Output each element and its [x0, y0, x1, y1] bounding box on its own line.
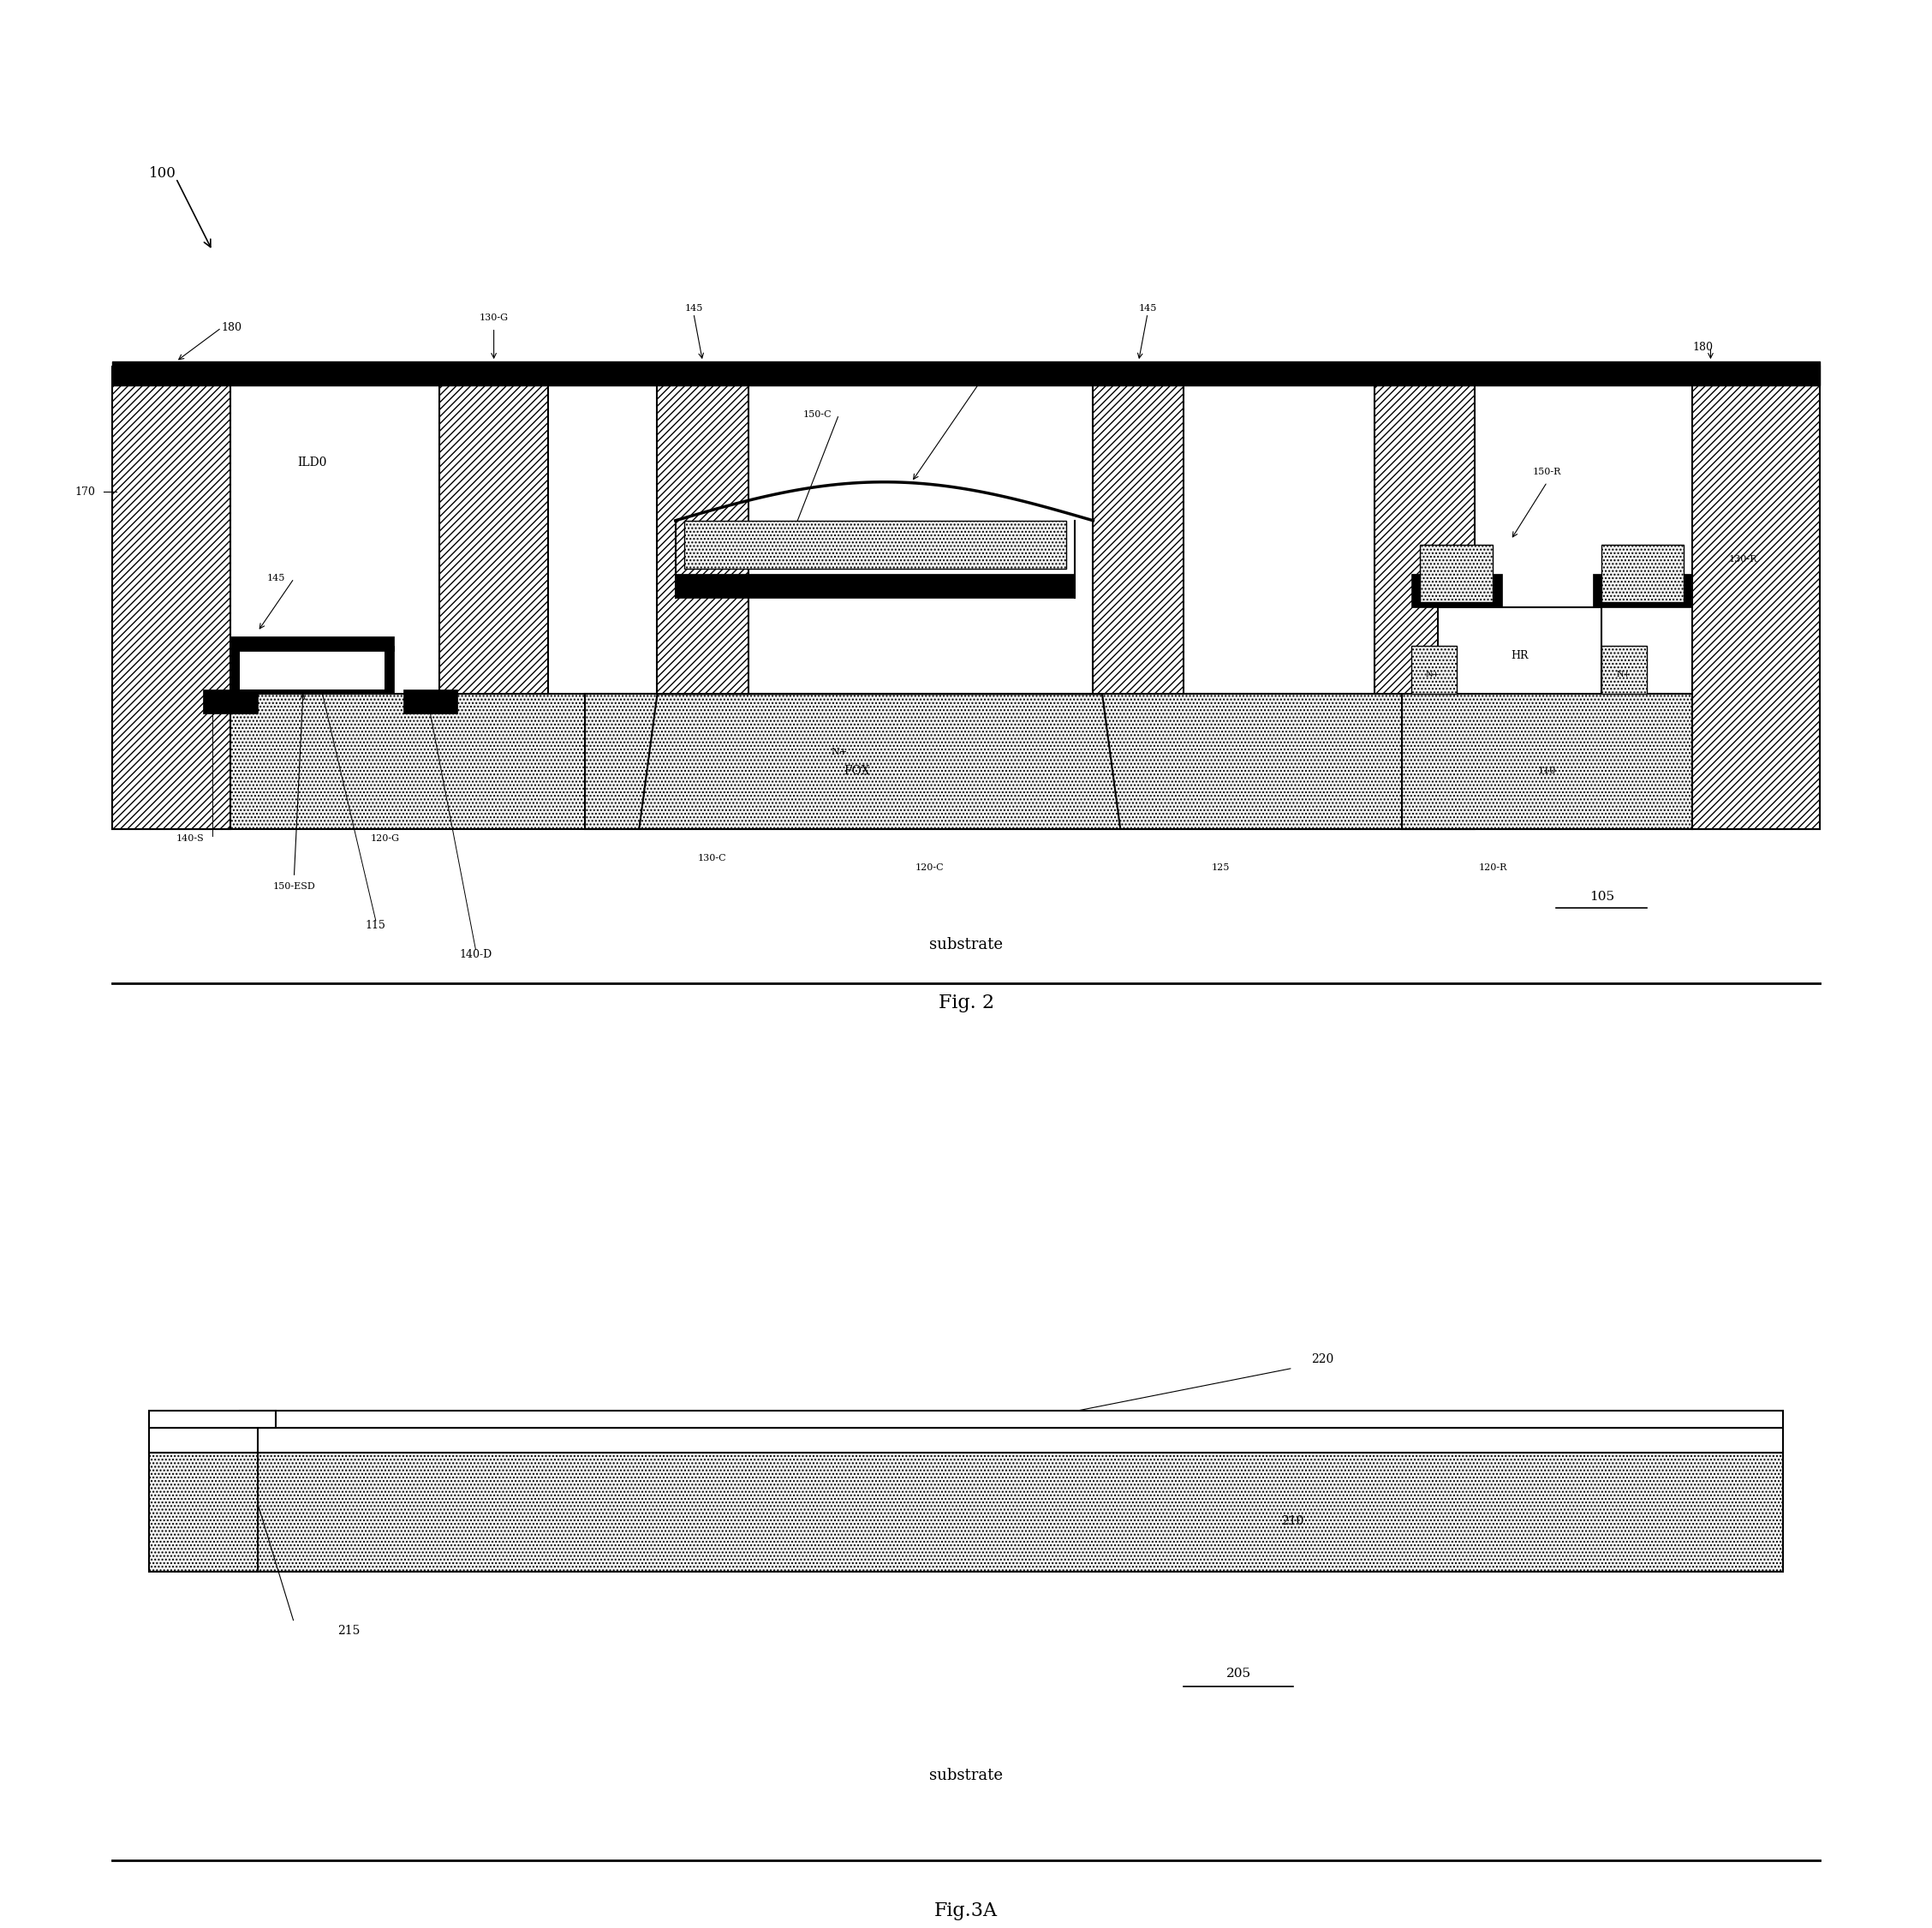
Bar [240, 652, 384, 690]
Bar [1437, 607, 1602, 694]
Bar [676, 575, 1074, 598]
Text: 215: 215 [338, 1625, 359, 1637]
Text: 100: 100 [149, 166, 176, 181]
Bar [1420, 546, 1493, 602]
Text: 180: 180 [1692, 341, 1714, 353]
Text: substrate: substrate [929, 1768, 1003, 1783]
Text: Fig. 2: Fig. 2 [939, 993, 993, 1012]
Text: 150-ESD: 150-ESD [272, 883, 315, 891]
Text: HR: HR [1511, 650, 1528, 661]
Bar [1403, 694, 1692, 829]
Bar [203, 690, 257, 713]
Text: 115: 115 [365, 920, 386, 931]
Text: 150-R: 150-R [1532, 469, 1561, 476]
Bar [1094, 366, 1184, 694]
Text: 120-R: 120-R [1478, 864, 1507, 871]
Bar [149, 1411, 276, 1427]
Text: 145: 145 [684, 305, 703, 312]
Bar [1592, 575, 1692, 607]
Text: 170: 170 [75, 486, 95, 497]
Bar [439, 366, 549, 694]
Text: 130-C: 130-C [697, 854, 726, 862]
Bar [684, 521, 1066, 569]
Bar [404, 690, 458, 713]
Text: Fig.3A: Fig.3A [935, 1901, 997, 1920]
Bar [1410, 575, 1501, 607]
Bar [149, 1427, 257, 1454]
Text: 110: 110 [1538, 767, 1557, 775]
Bar [230, 646, 394, 694]
Text: substrate: substrate [929, 937, 1003, 952]
Bar [1376, 366, 1474, 694]
Bar [240, 1427, 1783, 1454]
Text: 160: 160 [966, 372, 983, 380]
Text: 140-S: 140-S [176, 835, 205, 843]
Text: 120-G: 120-G [371, 835, 400, 843]
Text: N+: N+ [1426, 671, 1439, 679]
Text: ILD0: ILD0 [298, 457, 327, 469]
Text: 210: 210 [1281, 1515, 1304, 1527]
Bar [112, 366, 230, 829]
Text: 105: 105 [1590, 891, 1613, 902]
Bar [149, 1454, 257, 1571]
Text: FOX: FOX [844, 765, 869, 777]
Text: 130-G: 130-G [479, 314, 508, 322]
Bar [1602, 646, 1646, 694]
Text: 150-C: 150-C [802, 411, 831, 418]
Text: N+: N+ [1617, 671, 1631, 679]
Text: 120-C: 120-C [916, 864, 945, 871]
Text: 145: 145 [267, 575, 286, 582]
Bar [1692, 366, 1820, 829]
Text: 220: 220 [1312, 1353, 1333, 1365]
Polygon shape [639, 694, 1121, 829]
Text: N+: N+ [831, 748, 846, 756]
Text: 180: 180 [222, 322, 242, 334]
Bar [657, 366, 748, 694]
Bar [585, 694, 1474, 829]
Bar [230, 636, 394, 652]
Bar [240, 1454, 1783, 1571]
Bar [112, 362, 1820, 386]
Bar [240, 1411, 1783, 1427]
Text: 125: 125 [1211, 864, 1229, 871]
Text: 130-R: 130-R [1729, 555, 1758, 563]
Text: 145: 145 [1138, 305, 1157, 312]
Text: 205: 205 [1227, 1668, 1250, 1679]
Bar [1602, 546, 1683, 602]
Bar [1410, 646, 1457, 694]
Bar [112, 694, 1820, 829]
Text: 140-D: 140-D [460, 949, 493, 960]
